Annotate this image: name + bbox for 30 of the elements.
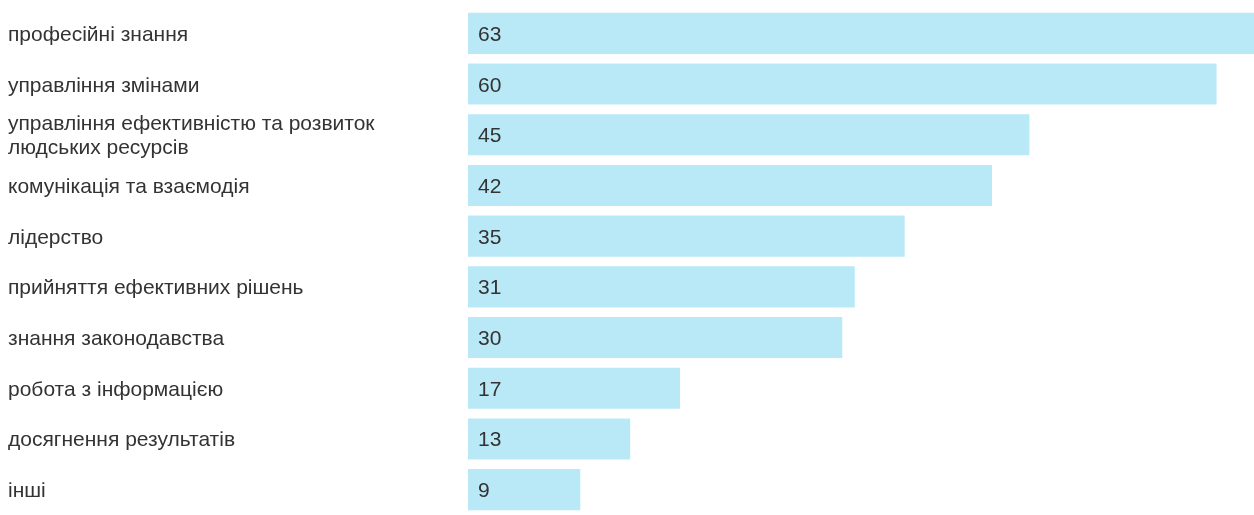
data-label: 30 <box>478 326 502 350</box>
data-label: 42 <box>478 173 502 197</box>
y-tick-label: прийняття ефективних рішень <box>8 275 304 299</box>
data-label: 31 <box>478 275 502 299</box>
data-label: 45 <box>478 123 502 147</box>
bar <box>468 266 855 308</box>
data-label: 17 <box>478 376 502 400</box>
data-label: 60 <box>478 72 502 96</box>
y-tick-label: лідерство <box>8 224 104 248</box>
data-label: 9 <box>478 478 490 502</box>
y-tick-label: управління ефективністю та розвиток людських ресурсів <box>8 111 376 159</box>
data-label: 13 <box>478 427 502 451</box>
bar <box>468 63 1217 105</box>
y-tick-label: комунікація та взаємодія <box>8 173 250 197</box>
y-tick-label: знання законодавства <box>8 326 225 350</box>
data-label: 63 <box>478 21 502 45</box>
bar <box>468 164 992 206</box>
bar <box>468 418 631 460</box>
y-tick-label: робота з інформацією <box>8 376 224 400</box>
y-tick-label: інші <box>8 478 46 502</box>
bar <box>468 317 843 359</box>
bar <box>468 367 681 409</box>
bar <box>468 12 1254 54</box>
y-tick-label: досягнення результатів <box>8 427 236 451</box>
y-tick-label: управління змінами <box>8 72 200 96</box>
bar <box>468 215 905 257</box>
bar <box>468 469 581 511</box>
y-tick-label: професійні знання <box>8 21 189 45</box>
data-label: 35 <box>478 224 502 248</box>
bar <box>468 114 1030 156</box>
